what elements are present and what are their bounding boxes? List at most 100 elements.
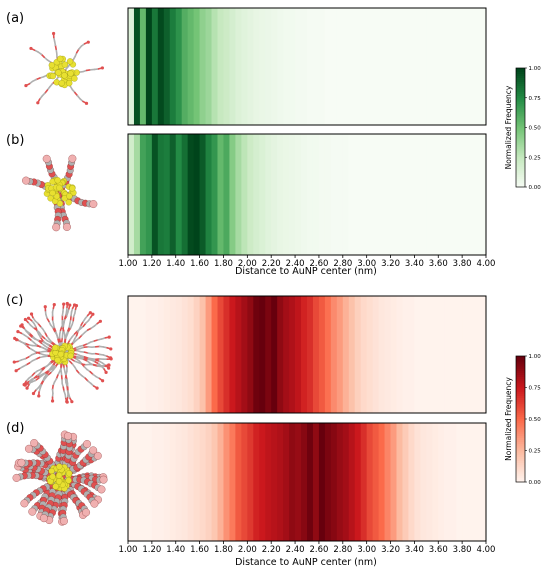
heatmap-c-cell: [426, 296, 433, 413]
heatmap-c-cell: [193, 296, 200, 413]
heatmap-a-cell: [318, 8, 326, 125]
heatmap-a-cell: [199, 8, 206, 125]
heatmap-a-cell: [295, 8, 302, 125]
colorbar-swatch: [516, 465, 525, 468]
colorbar-tick-label: 1.00: [529, 354, 542, 360]
heatmap-c-cell: [474, 296, 481, 413]
heatmap-c-frame: [127, 295, 487, 414]
colorbar-swatch: [516, 117, 525, 121]
heatmap-b-cell: [217, 134, 224, 255]
heatmap-b-cell: [378, 134, 385, 255]
heatmap-d-cell: [402, 423, 409, 541]
heatmap-b-cell: [390, 134, 397, 255]
colorbar-swatch: [516, 141, 525, 144]
colorbar-swatch: [516, 121, 525, 125]
heatmap-d-cell: [181, 423, 189, 541]
heatmap-d-cell: [265, 423, 272, 541]
heatmap-c-cell: [175, 296, 183, 413]
heatmap-c-cell: [307, 296, 314, 413]
colorbar-swatch: [516, 366, 525, 370]
heatmap-a-cell: [390, 8, 397, 125]
heatmap-a-cell: [259, 8, 266, 125]
colorbar-swatch: [516, 147, 525, 150]
x-axis-title-b: Distance to AuNP center (nm): [235, 266, 377, 277]
colorbar-swatch: [516, 437, 525, 441]
colorbar-swatch: [516, 71, 525, 75]
heatmap-d-cell: [354, 423, 362, 541]
x-tick-label: 4.00: [477, 545, 496, 555]
colorbar-swatch: [516, 103, 525, 107]
heatmap-c-cell: [378, 296, 385, 413]
heatmap-c-cell: [324, 296, 332, 413]
heatmap-a-cell: [139, 8, 147, 125]
heatmap-d-cell: [277, 423, 284, 541]
colorbar-swatch: [516, 400, 525, 403]
heatmap-d-cell: [241, 423, 248, 541]
heatmap-d-cell: [199, 423, 206, 541]
heatmap-c-cell: [462, 296, 469, 413]
panel-label-d: (d): [6, 421, 24, 436]
colorbar-swatch: [516, 467, 525, 470]
colorbar-swatch: [516, 385, 525, 388]
x-axis-title-d: Distance to AuNP center (nm): [235, 557, 377, 568]
colorbar-swatch: [516, 479, 525, 483]
heatmap-a-cell: [247, 8, 254, 125]
heatmap-c-cell: [414, 296, 421, 413]
heatmap-b-cell: [289, 134, 296, 255]
colorbar-tick-label: 0.75: [529, 386, 542, 392]
heatmap-c-cell: [205, 296, 212, 413]
colorbar-swatch: [516, 477, 525, 481]
colorbar-swatch: [516, 446, 525, 449]
heatmap-a-cell: [283, 8, 290, 125]
heatmap-c-cell: [223, 296, 230, 413]
colorbar-swatch: [516, 398, 525, 401]
x-axis-d: 1.00 1.20 1.40 1.60 1.80 2.00 2.20 2.40 2.60 2.80…: [119, 541, 496, 555]
heatmap-d-cell: [259, 423, 266, 541]
heatmap-a-cell: [330, 8, 338, 125]
heatmap-b-frame: [127, 133, 487, 256]
x-tick-label: 3.00: [357, 545, 376, 555]
heatmap-d-cell: [342, 423, 350, 541]
heatmap-a-cell: [241, 8, 248, 125]
x-tick-label: 2.60: [309, 545, 328, 555]
heatmap-d-cell: [366, 423, 374, 541]
heatmap-a-cell: [468, 8, 475, 125]
heatmap-d-cell: [151, 423, 159, 541]
colorbar-swatch: [516, 95, 525, 99]
heatmap-a-cell: [223, 8, 230, 125]
heatmap-b-cell: [301, 134, 308, 255]
colorbar-swatch: [516, 402, 525, 405]
heatmap-d-cell: [295, 423, 302, 541]
heatmap-d-cell: [235, 423, 242, 541]
heatmap-c-cell: [402, 296, 409, 413]
colorbar-swatch: [516, 469, 525, 472]
heatmap-a-cell: [480, 8, 487, 125]
heatmap-b-cell: [181, 134, 189, 255]
x-tick-label: 3.20: [381, 259, 400, 269]
heatmap-a-cell: [450, 8, 457, 125]
heatmap-a-cell: [229, 8, 236, 125]
heatmap-b-cell: [223, 134, 230, 255]
heatmap-a-cell: [301, 8, 308, 125]
heatmap-b-cell: [444, 134, 451, 255]
heatmap-a-cell: [426, 8, 433, 125]
colorbar-swatch: [516, 461, 525, 464]
colorbar-swatch: [516, 145, 525, 148]
heatmap-c-cell: [133, 296, 141, 413]
heatmap-a-cell: [414, 8, 421, 125]
x-tick-label: 3.60: [429, 259, 448, 269]
colorbar-tick-label: 0.00: [529, 185, 542, 191]
heatmap-d-cell: [378, 423, 385, 541]
colorbar-swatch: [516, 458, 525, 462]
colorbar-swatch: [516, 169, 525, 172]
heatmap-c-cell: [128, 296, 135, 413]
x-tick-label: 2.40: [286, 259, 305, 269]
heatmap-c-cell: [354, 296, 362, 413]
heatmap-d-cell: [289, 423, 296, 541]
heatmap-d-cell: [187, 423, 195, 541]
heatmap-d-cell: [318, 423, 326, 541]
heatmap-d-cell: [211, 423, 218, 541]
colorbar-swatch: [516, 185, 525, 188]
x-tick-label: 1.80: [214, 259, 233, 269]
